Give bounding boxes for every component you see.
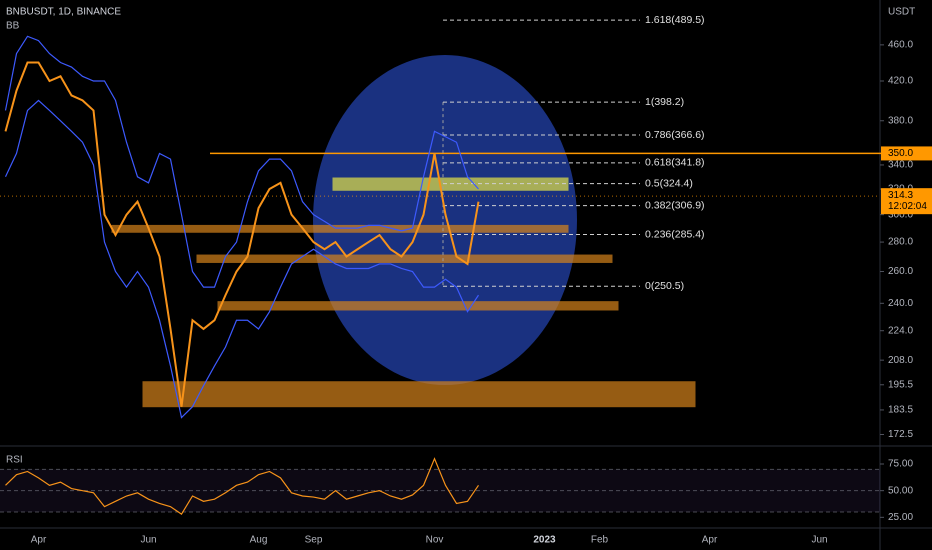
- y-tick-label: 340.0: [888, 160, 913, 171]
- y-tick-label: 195.5: [888, 379, 913, 390]
- y-tick-label: 240.0: [888, 298, 913, 309]
- indicator-label: BB: [6, 21, 20, 32]
- x-tick-label: Nov: [426, 535, 444, 546]
- x-tick-label: Feb: [591, 535, 609, 546]
- y-tick-label: 260.0: [888, 266, 913, 277]
- x-tick-label: Jun: [811, 535, 827, 546]
- x-tick-label: Apr: [31, 535, 47, 546]
- series-line: [4, 35, 479, 288]
- chart-title: BNBUSDT, 1D, BINANCE: [6, 7, 121, 18]
- fib-label: 0.786(366.6): [645, 129, 705, 141]
- price-tag: [881, 188, 932, 215]
- level-tag: [881, 146, 932, 161]
- fib-label: 1.618(489.5): [645, 14, 705, 26]
- x-tick-label: Apr: [702, 535, 718, 546]
- fib-label: 0(250.5): [645, 280, 684, 292]
- series-line: [5, 457, 479, 515]
- zone: [217, 301, 619, 311]
- zone: [196, 254, 613, 263]
- y-tick-label: 280.0: [888, 237, 913, 248]
- y-tick-label: 224.0: [888, 325, 913, 336]
- y-tick-label: 183.5: [888, 405, 913, 416]
- y-tick-label: 300.0: [888, 209, 913, 220]
- zone: [332, 177, 569, 191]
- y-tick-label: 50.00: [888, 485, 913, 496]
- rsi-band: [0, 469, 880, 512]
- x-tick-label: Aug: [250, 535, 268, 546]
- rsi-title: RSI: [6, 455, 23, 466]
- fib-label: 0.236(285.4): [645, 228, 705, 240]
- fib-label: 0.618(341.8): [645, 157, 705, 169]
- y-axis-label: USDT: [888, 7, 915, 18]
- zone: [142, 381, 696, 408]
- y-tick-label: 25.00: [888, 512, 913, 523]
- zone: [111, 224, 569, 233]
- series-line: [4, 61, 480, 407]
- y-tick-label: 75.00: [888, 459, 913, 470]
- level-tag-label: 350.0: [888, 148, 913, 159]
- fib-label: 1(398.2): [645, 96, 684, 108]
- y-tick-label: 420.0: [888, 76, 913, 87]
- y-tick-label: 380.0: [888, 115, 913, 126]
- fib-label: 0.382(306.9): [645, 199, 705, 211]
- y-tick-label: 460.0: [888, 40, 913, 51]
- x-tick-label: Sep: [305, 535, 323, 546]
- price-tag-label: 314.3: [888, 190, 913, 201]
- y-tick-label: 172.5: [888, 429, 913, 440]
- x-tick-label: Jun: [140, 535, 156, 546]
- fib-label: 0.5(324.4): [645, 177, 693, 189]
- series-line: [4, 99, 479, 419]
- x-tick-label: 2023: [533, 535, 556, 546]
- countdown: 12:02:04: [888, 201, 927, 212]
- y-tick-label: 208.0: [888, 355, 913, 366]
- highlight-circle: [313, 55, 577, 385]
